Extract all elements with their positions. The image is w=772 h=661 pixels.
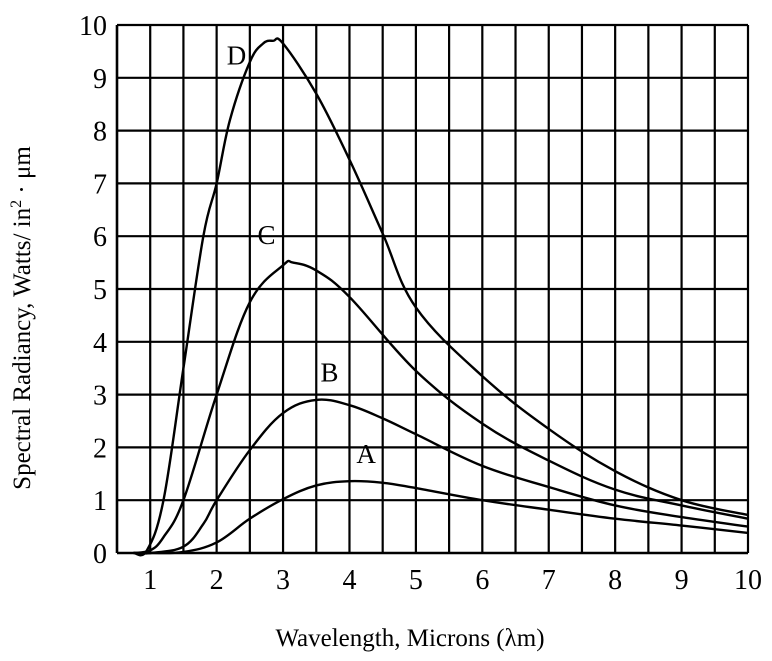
x-axis-title: Wavelength, Microns (λm) (275, 625, 544, 652)
series-label-d: D (227, 41, 247, 71)
series-lines (133, 37, 749, 557)
series-line-b (133, 398, 749, 555)
y-tick-label: 7 (93, 169, 107, 200)
series-line-c (133, 259, 749, 555)
y-tick-label: 6 (93, 222, 107, 253)
y-tick-label: 8 (93, 117, 107, 148)
y-axis-title-main: Spectral Radiancy, Watts/ in (9, 207, 36, 489)
y-axis-title-superscript: 2 (8, 200, 25, 208)
y-tick-label: 2 (93, 433, 107, 464)
series-label-b: B (321, 357, 339, 387)
series-line-d (133, 37, 749, 557)
y-tick-label: 5 (93, 275, 107, 306)
x-tick-label: 8 (608, 565, 622, 596)
x-tick-label: 1 (143, 565, 157, 596)
x-tick-label: 3 (276, 565, 290, 596)
y-tick-label: 10 (79, 11, 107, 42)
y-axis-title-unit: · μm (9, 146, 36, 200)
x-tick-label: 10 (734, 565, 762, 596)
x-tick-label: 7 (542, 565, 556, 596)
tick-labels: 1 2 3 4 5 6 7 8 9 10 0 1 2 3 4 5 6 7 8 9 10 (79, 11, 762, 596)
series-line-a (133, 479, 749, 555)
x-tick-label: 4 (342, 565, 356, 596)
y-tick-label: 0 (93, 539, 107, 570)
x-tick-label: 2 (210, 565, 224, 596)
y-axis-title: Spectral Radiancy, Watts/ in2 · μm (8, 146, 36, 490)
y-tick-label: 9 (93, 64, 107, 95)
y-tick-label: 3 (93, 381, 107, 412)
x-tick-label: 6 (475, 565, 489, 596)
grid (115, 23, 750, 555)
series-labels: A B C D (227, 41, 377, 470)
series-label-c: C (257, 220, 275, 250)
y-tick-label: 1 (93, 486, 107, 517)
x-tick-label: 9 (675, 565, 689, 596)
series-label-a: A (356, 439, 376, 469)
y-tick-label: 4 (93, 328, 107, 359)
x-tick-label: 5 (409, 565, 423, 596)
